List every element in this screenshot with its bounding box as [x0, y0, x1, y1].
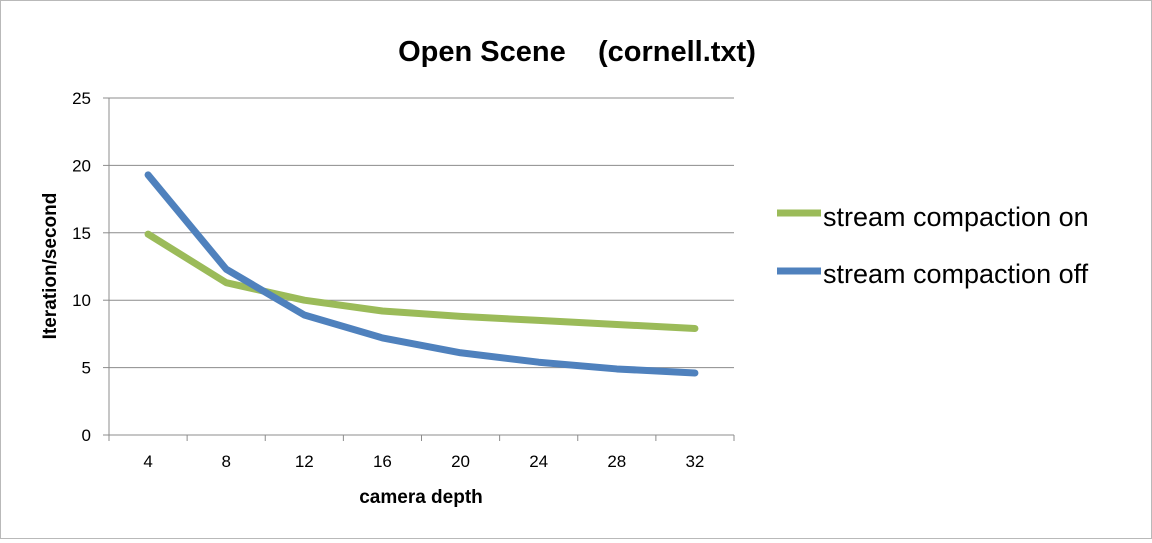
y-tick-label: 0	[82, 426, 91, 445]
legend: stream compaction on stream compaction o…	[777, 202, 1089, 289]
legend-item-stream-compaction-on: stream compaction on	[777, 202, 1089, 232]
x-tick-label: 24	[529, 452, 548, 471]
x-tick-label: 12	[295, 452, 314, 471]
y-tick-label: 5	[82, 359, 91, 378]
y-tick-label: 10	[72, 291, 91, 310]
x-tick-label: 4	[143, 452, 152, 471]
x-tick-label: 20	[451, 452, 470, 471]
y-tick-label: 15	[72, 224, 91, 243]
chart-title: Open Scene (cornell.txt)	[398, 36, 756, 68]
y-tick-label: 20	[72, 156, 91, 175]
series-line-stream-compaction-off	[144, 171, 699, 377]
x-tick-label: 28	[607, 452, 626, 471]
x-tick-label: 32	[685, 452, 704, 471]
x-tick-label: 16	[373, 452, 392, 471]
x-tick-label: 8	[221, 452, 230, 471]
series-layer	[144, 171, 699, 377]
y-tick-label: 25	[72, 89, 91, 108]
y-axis-title: Iteration/second	[40, 193, 61, 340]
legend-label-stream-compaction-on: stream compaction on	[823, 202, 1089, 232]
legend-label-stream-compaction-off: stream compaction off	[823, 259, 1089, 289]
x-axis-title: camera depth	[359, 487, 483, 508]
y-axis-ticks: 0 5 10 15 20 25	[72, 89, 109, 445]
x-axis-ticks: 4 8 12 16 20 24 28 32	[108, 435, 735, 471]
series-line-stream-compaction-on	[144, 230, 699, 333]
legend-item-stream-compaction-off: stream compaction off	[777, 259, 1089, 289]
